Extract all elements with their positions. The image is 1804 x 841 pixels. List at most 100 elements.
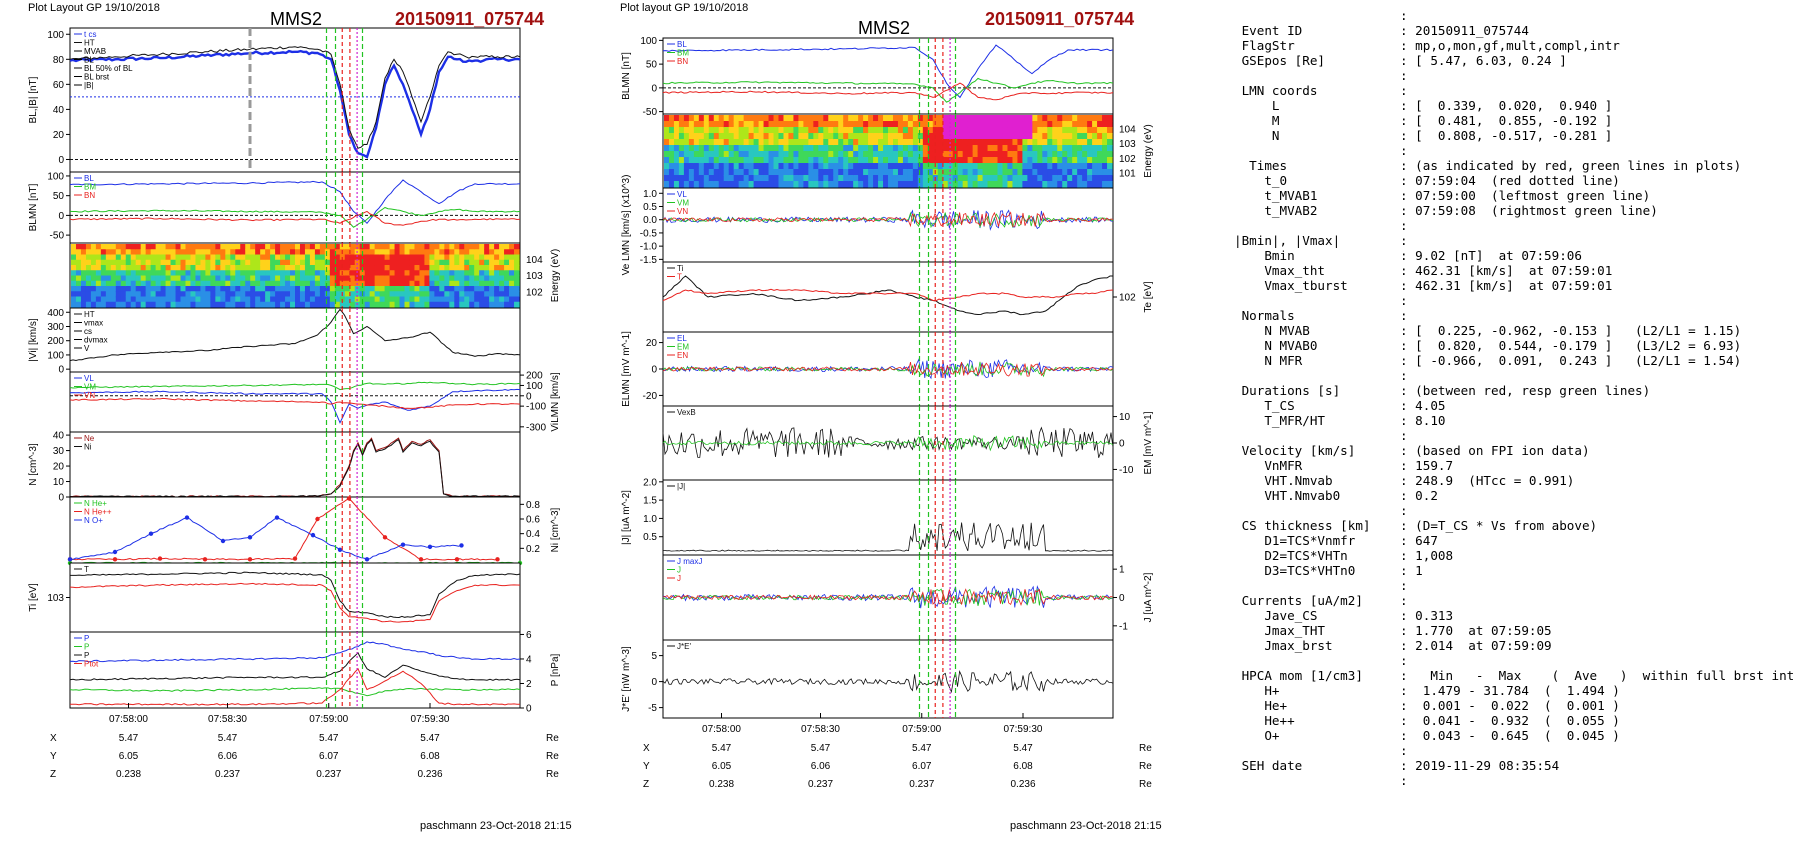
spectrogram-cell xyxy=(299,280,306,287)
spectrogram-cell xyxy=(1077,145,1083,152)
spectrogram-cell xyxy=(878,163,884,170)
spectrogram-cell xyxy=(379,254,386,261)
spectrogram-cell xyxy=(414,286,421,292)
spectrogram-cell xyxy=(295,280,301,287)
spectrogram-cell xyxy=(309,259,316,266)
spectrogram-cell xyxy=(883,163,889,170)
spectrogram-cell xyxy=(1042,163,1048,170)
spectrogram-cell xyxy=(110,270,117,277)
spectrogram-cell xyxy=(863,181,869,188)
spectrogram-cell xyxy=(504,259,510,266)
spectrogram-cell xyxy=(349,296,356,303)
spectrogram-cell xyxy=(718,139,725,146)
coord-value: 6.07 xyxy=(912,761,932,772)
spectrogram-cell xyxy=(678,181,685,188)
spectrogram-cell xyxy=(419,244,426,250)
spectrogram-cell xyxy=(130,286,137,292)
spectrogram-cell xyxy=(977,121,984,128)
spectrogram-cell xyxy=(1052,175,1058,182)
y-tick-label: 4 xyxy=(526,654,532,665)
spectrogram-cell xyxy=(210,259,216,266)
spectrogram-cell xyxy=(474,265,480,271)
coord-value: 0.236 xyxy=(417,769,442,780)
spectrogram-cell xyxy=(1012,175,1019,182)
y-tick-label: -50 xyxy=(50,231,65,242)
spectrogram-cell xyxy=(150,291,157,298)
spectrogram-cell xyxy=(404,259,411,266)
spectrogram-cell xyxy=(280,275,286,282)
coord-unit: Re xyxy=(546,769,559,780)
spectrogram-cell xyxy=(404,301,411,308)
spectrogram-cell xyxy=(897,157,904,164)
coord-value: 5.47 xyxy=(119,733,139,744)
spectrogram-cell xyxy=(250,270,256,277)
spectrogram-cell xyxy=(364,270,371,277)
spectrogram-cell xyxy=(972,127,979,134)
spectrogram-cell xyxy=(853,151,859,158)
spectrogram-cell xyxy=(130,259,137,266)
spectrogram-cell xyxy=(1047,115,1053,122)
spectrogram-cell xyxy=(853,163,859,170)
spectrogram-cell xyxy=(1017,115,1023,122)
spectrogram-cell xyxy=(349,270,356,277)
spectrogram-cell xyxy=(932,151,939,158)
spectrogram-cell xyxy=(828,115,834,122)
spectrogram-cell xyxy=(798,181,804,188)
spectrogram-cell xyxy=(803,181,809,188)
spectrogram-cell xyxy=(828,163,834,170)
spectrogram-cell xyxy=(469,275,475,282)
spectrogram-cell xyxy=(1082,115,1088,122)
spectrogram-cell xyxy=(85,265,92,271)
spectrogram-cell xyxy=(414,254,421,261)
info-value: : 07:59:08 (rightmost green line) xyxy=(1400,203,1658,218)
spectrogram-cell xyxy=(957,151,964,158)
spectrogram-cell xyxy=(1027,181,1033,188)
info-row: N MFR: [ -0.966, 0.091, 0.243 ] (L2/L1 =… xyxy=(1234,353,1800,368)
info-key: Jmax_THT xyxy=(1234,623,1325,638)
spectrogram-cell xyxy=(743,127,750,134)
spectrogram-cell xyxy=(664,163,670,170)
spectrogram-cell xyxy=(240,280,246,287)
spectrogram-cell xyxy=(1082,139,1088,146)
coord-unit: Re xyxy=(546,751,559,762)
spectrogram-cell xyxy=(788,175,795,182)
spectrogram-cell xyxy=(364,280,371,287)
spectrogram-cell xyxy=(215,259,221,266)
spectrogram-cell xyxy=(1037,151,1043,158)
spectrogram-cell xyxy=(1022,169,1028,176)
info-row: Times: (as indicated by red, green lines… xyxy=(1234,158,1800,173)
spectrogram-cell xyxy=(793,121,799,128)
legend-entry: EL xyxy=(677,334,687,343)
spectrogram-cell xyxy=(474,291,480,298)
spectrogram-cell xyxy=(922,181,929,188)
info-row: T_CS: 4.05 xyxy=(1234,398,1800,413)
spectrogram-cell xyxy=(803,163,809,170)
spectrogram-cell xyxy=(957,163,964,170)
spectrogram-cell xyxy=(399,270,406,277)
spectrogram-cell xyxy=(389,254,396,261)
spectrogram-cell xyxy=(833,121,839,128)
spectrogram-cell xyxy=(130,296,137,303)
spectrogram-cell xyxy=(763,115,770,122)
spectrogram-cell xyxy=(150,259,157,266)
info-value: : (based on FPI ion data) xyxy=(1400,443,1590,458)
spectrogram-cell xyxy=(888,115,894,122)
spectrogram-cell xyxy=(863,151,869,158)
spectrogram-cell xyxy=(878,121,884,128)
spectrogram-cell xyxy=(190,270,197,277)
spectrogram-cell xyxy=(768,139,775,146)
spectrogram-cell xyxy=(110,286,117,292)
spectrogram-cell xyxy=(733,151,740,158)
spectrogram-cell xyxy=(798,115,804,122)
spectrogram-cell xyxy=(71,280,77,287)
spectrogram-cell xyxy=(419,280,426,287)
spectrogram-cell xyxy=(1032,121,1038,128)
spectrogram-cell xyxy=(997,169,1004,176)
info-row: D1=TCS*Vnmfr: 647 xyxy=(1234,533,1800,548)
spectrogram-cell xyxy=(115,296,122,303)
spectrogram-cell xyxy=(185,270,192,277)
spectrogram-cell xyxy=(1097,169,1103,176)
spectrogram-cell xyxy=(838,139,844,146)
spectrogram-cell xyxy=(409,280,416,287)
y-tick-label: 20 xyxy=(646,338,658,349)
